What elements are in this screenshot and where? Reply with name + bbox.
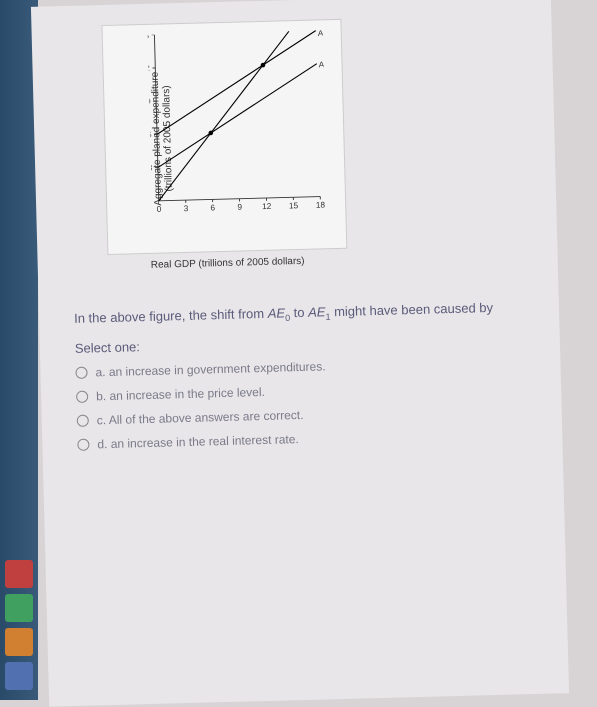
option-a[interactable]: a. an increase in government expenditure… <box>75 357 326 382</box>
ae-chart: Aggregate planed expenditure(trillions o… <box>101 19 347 255</box>
options-group: a. an increase in government expenditure… <box>75 357 328 460</box>
prompt-suffix: might have been caused by <box>330 300 493 319</box>
line-45deg <box>154 31 293 201</box>
radio-icon[interactable] <box>75 367 87 379</box>
radio-icon[interactable] <box>77 439 89 451</box>
taskbar-icon[interactable] <box>5 662 33 690</box>
svg-text:15: 15 <box>148 31 150 41</box>
svg-text:18: 18 <box>316 200 326 210</box>
prompt-text: In the above figure, the shift from <box>74 306 268 326</box>
taskbar-icon[interactable] <box>5 628 33 656</box>
option-c-label: c. All of the above answers are correct. <box>97 408 304 427</box>
svg-text:0: 0 <box>157 204 162 214</box>
radio-icon[interactable] <box>76 391 88 403</box>
taskbar <box>0 0 38 700</box>
option-c[interactable]: c. All of the above answers are correct. <box>77 405 328 430</box>
option-d[interactable]: d. an increase in the real interest rate… <box>77 429 328 454</box>
svg-text:6: 6 <box>148 129 152 139</box>
option-b[interactable]: b. an increase in the price level. <box>76 381 327 406</box>
svg-text:AE0: AE0 <box>319 59 328 72</box>
prompt-mid: to <box>290 305 308 320</box>
select-one-label: Select one: <box>75 339 140 356</box>
page-content: Aggregate planed expenditure(trillions o… <box>31 0 569 707</box>
svg-text:9: 9 <box>237 202 242 212</box>
chart-svg: 3 6 9 12 15 0 3 6 9 12 15 18 45° line AE… <box>148 30 328 215</box>
svg-text:3: 3 <box>183 203 188 213</box>
svg-text:AE1: AE1 <box>318 30 328 40</box>
ae1-text: AE <box>308 304 326 319</box>
taskbar-icon[interactable] <box>5 560 33 588</box>
option-b-label: b. an increase in the price level. <box>96 385 265 403</box>
option-a-label: a. an increase in government expenditure… <box>95 359 325 379</box>
x-axis-label: Real GDP (trillions of 2005 dollars) <box>151 256 305 271</box>
svg-text:9: 9 <box>148 96 151 106</box>
radio-icon[interactable] <box>77 415 89 427</box>
taskbar-icon[interactable] <box>5 594 33 622</box>
svg-text:3: 3 <box>148 162 153 172</box>
line-ae1 <box>154 30 318 134</box>
option-d-label: d. an increase in the real interest rate… <box>97 432 299 451</box>
line-ae0 <box>155 64 319 168</box>
svg-text:6: 6 <box>210 202 215 212</box>
question-prompt: In the above figure, the shift from AE0 … <box>74 299 534 329</box>
ae0-text: AE <box>268 305 286 320</box>
svg-text:12: 12 <box>148 63 151 73</box>
svg-text:12: 12 <box>262 201 272 211</box>
svg-text:15: 15 <box>289 200 299 210</box>
